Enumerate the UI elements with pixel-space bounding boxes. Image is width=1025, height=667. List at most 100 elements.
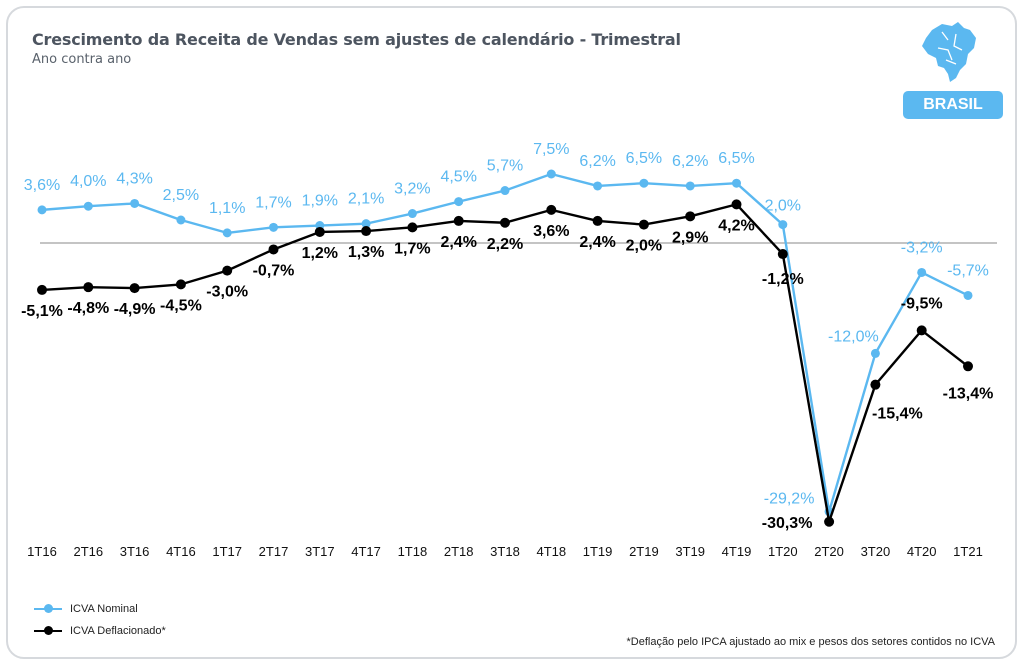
x-tick-label: 4T19 [722, 544, 752, 559]
data-point-deflated [83, 282, 94, 293]
x-tick-label: 3T20 [861, 544, 891, 559]
data-label-nominal: 2,5% [163, 187, 199, 204]
data-point-nominal [685, 181, 695, 191]
data-label-deflated: -3,0% [206, 284, 248, 301]
chart-frame [6, 6, 1017, 659]
data-point-nominal [593, 181, 603, 191]
x-tick-label: 1T18 [398, 544, 428, 559]
data-label-nominal: 6,2% [579, 153, 615, 170]
x-tick-label: 2T17 [259, 544, 289, 559]
data-label-deflated: -4,9% [114, 301, 156, 318]
data-label-nominal: 2,0% [765, 198, 801, 215]
data-point-deflated [870, 379, 881, 390]
data-point-deflated [638, 219, 649, 230]
data-label-deflated: -0,7% [253, 262, 295, 279]
data-point-nominal [37, 205, 47, 215]
data-point-nominal [454, 197, 464, 207]
x-tick-label: 3T19 [675, 544, 705, 559]
data-point-nominal [361, 219, 371, 229]
data-point-nominal [870, 348, 880, 358]
x-tick-label: 4T17 [351, 544, 381, 559]
data-point-deflated [314, 226, 325, 237]
x-tick-label: 3T18 [490, 544, 520, 559]
chart-subtitle: Ano contra ano [32, 52, 132, 67]
data-label-nominal: 1,9% [302, 193, 338, 210]
data-point-deflated [731, 199, 742, 210]
data-point-deflated [129, 283, 140, 294]
data-point-deflated [685, 211, 696, 222]
data-point-deflated [916, 325, 927, 336]
data-point-deflated [407, 222, 418, 233]
brazil-map-icon [922, 22, 976, 82]
data-label-nominal: 5,7% [487, 158, 523, 175]
data-point-deflated [268, 244, 279, 255]
chart-title: Crescimento da Receita de Vendas sem aju… [32, 30, 681, 49]
data-point-deflated [175, 279, 186, 290]
x-tick-label: 2T18 [444, 544, 474, 559]
legend-label-deflated: ICVA Deflacionado* [70, 625, 166, 637]
data-label-deflated: 2,0% [626, 238, 662, 255]
data-label-nominal: -3,2% [901, 239, 943, 256]
legend-item-deflated: ICVA Deflacionado* [34, 620, 166, 642]
data-label-nominal: -29,2% [764, 491, 815, 508]
x-tick-label: 4T20 [907, 544, 937, 559]
data-label-nominal: 1,1% [209, 200, 245, 217]
x-tick-label: 1T21 [953, 544, 983, 559]
legend-swatch-deflated [34, 626, 62, 636]
data-point-nominal [269, 222, 278, 232]
data-label-nominal: 1,7% [255, 194, 291, 211]
x-tick-label: 1T20 [768, 544, 798, 559]
data-point-deflated [453, 215, 464, 226]
data-label-nominal: 4,0% [70, 173, 106, 190]
region-badge: BRASIL [903, 91, 1003, 119]
data-label-nominal: 2,1% [348, 191, 384, 208]
data-label-nominal: 3,2% [394, 181, 430, 198]
data-label-deflated: 4,2% [718, 217, 754, 234]
data-point-deflated [37, 284, 47, 295]
x-tick-label: 1T17 [212, 544, 242, 559]
x-tick-label: 4T16 [166, 544, 196, 559]
data-label-nominal: 6,2% [672, 153, 708, 170]
data-label-nominal: 7,5% [533, 141, 569, 158]
x-tick-label: 2T16 [73, 544, 103, 559]
data-point-nominal [176, 215, 186, 225]
data-label-deflated: -5,1% [21, 303, 63, 320]
data-point-deflated [500, 217, 510, 228]
x-tick-label: 4T18 [536, 544, 566, 559]
data-point-deflated [361, 226, 372, 237]
data-label-deflated: -4,5% [160, 297, 202, 314]
data-label-nominal: 6,5% [718, 150, 754, 167]
x-tick-label: 2T19 [629, 544, 659, 559]
x-tick-label: 3T16 [120, 544, 150, 559]
data-point-deflated [546, 204, 557, 215]
data-point-nominal [222, 228, 232, 238]
data-label-nominal: -12,0% [828, 328, 879, 345]
data-point-nominal [83, 201, 93, 211]
data-point-nominal [778, 220, 788, 230]
legend-item-nominal: ICVA Nominal [34, 598, 166, 620]
data-label-deflated: 1,3% [348, 244, 384, 261]
data-point-nominal [546, 169, 556, 179]
data-label-nominal: 4,5% [440, 169, 476, 186]
data-label-deflated: -9,5% [901, 295, 943, 312]
data-point-nominal [639, 178, 649, 188]
x-tick-label: 1T16 [27, 544, 57, 559]
data-point-nominal [130, 198, 140, 208]
legend-swatch-nominal [34, 604, 62, 614]
data-label-deflated: 1,7% [394, 240, 430, 257]
data-label-deflated: 2,9% [672, 229, 708, 246]
data-label-deflated: 2,4% [579, 234, 615, 251]
data-label-deflated: 2,4% [440, 234, 476, 251]
data-label-nominal: -5,7% [947, 262, 989, 279]
data-label-deflated: 2,2% [487, 236, 523, 253]
data-point-deflated [777, 249, 788, 260]
data-label-nominal: 3,6% [24, 177, 60, 194]
data-label-deflated: 3,6% [533, 223, 569, 240]
data-point-nominal [963, 290, 973, 300]
data-label-deflated: -13,4% [943, 385, 994, 402]
data-point-nominal [407, 209, 417, 219]
data-label-deflated: -4,8% [67, 300, 109, 317]
data-point-deflated [222, 265, 233, 276]
data-label-deflated: -30,3% [762, 515, 813, 532]
